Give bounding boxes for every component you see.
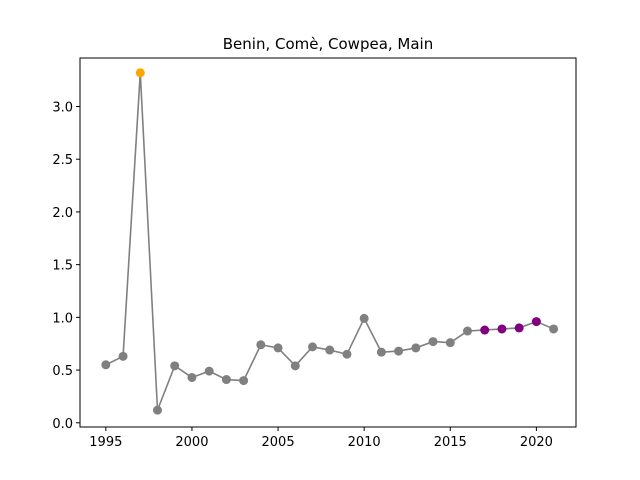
data-point xyxy=(463,326,472,336)
y-tick-label: 0.5 xyxy=(52,364,73,379)
data-point xyxy=(135,68,145,78)
data-point xyxy=(531,317,541,327)
data-point xyxy=(514,323,524,333)
data-point xyxy=(204,366,214,376)
data-point xyxy=(376,347,386,357)
y-tick-label: 2.0 xyxy=(52,206,73,221)
data-point xyxy=(308,342,317,352)
data-point xyxy=(118,351,128,361)
data-point xyxy=(497,324,507,334)
x-tick-label: 2015 xyxy=(434,435,467,450)
data-point xyxy=(394,346,404,356)
axes-layer: 1995 2000 2005 2010 2015 2020 0.0 0.5 1.0 1.5 2.0 2… xyxy=(52,100,553,450)
data-point xyxy=(153,405,162,415)
data-point xyxy=(101,360,111,370)
data-point xyxy=(290,361,300,371)
x-tick-label: 1995 xyxy=(89,435,122,450)
data-point xyxy=(256,340,266,350)
data-point xyxy=(359,313,369,323)
data-point xyxy=(480,325,490,335)
data-point xyxy=(273,343,283,353)
y-tick-label: 2.5 xyxy=(52,153,73,168)
y-tick-label: 0.0 xyxy=(52,417,73,432)
series-line xyxy=(105,72,554,411)
y-tick-label: 1.5 xyxy=(52,259,73,274)
series-layer xyxy=(101,68,559,415)
data-point xyxy=(549,324,559,334)
plot-frame xyxy=(79,57,577,428)
y-tick-label: 1.0 xyxy=(52,311,73,326)
chart-title: Benin, Comè, Cowpea, Main xyxy=(223,35,433,53)
x-tick-label: 2010 xyxy=(348,435,381,450)
x-tick-label: 2020 xyxy=(520,435,553,450)
data-point xyxy=(170,361,180,371)
x-tick-label: 2005 xyxy=(262,435,295,450)
data-point xyxy=(411,343,421,353)
data-point xyxy=(445,338,455,348)
data-point xyxy=(221,375,231,385)
data-point xyxy=(342,349,352,359)
data-point xyxy=(325,345,335,355)
data-point xyxy=(428,337,438,347)
x-tick-label: 2000 xyxy=(175,435,208,450)
data-point xyxy=(187,372,197,382)
y-tick-label: 3.0 xyxy=(52,100,73,115)
data-point xyxy=(239,376,249,386)
